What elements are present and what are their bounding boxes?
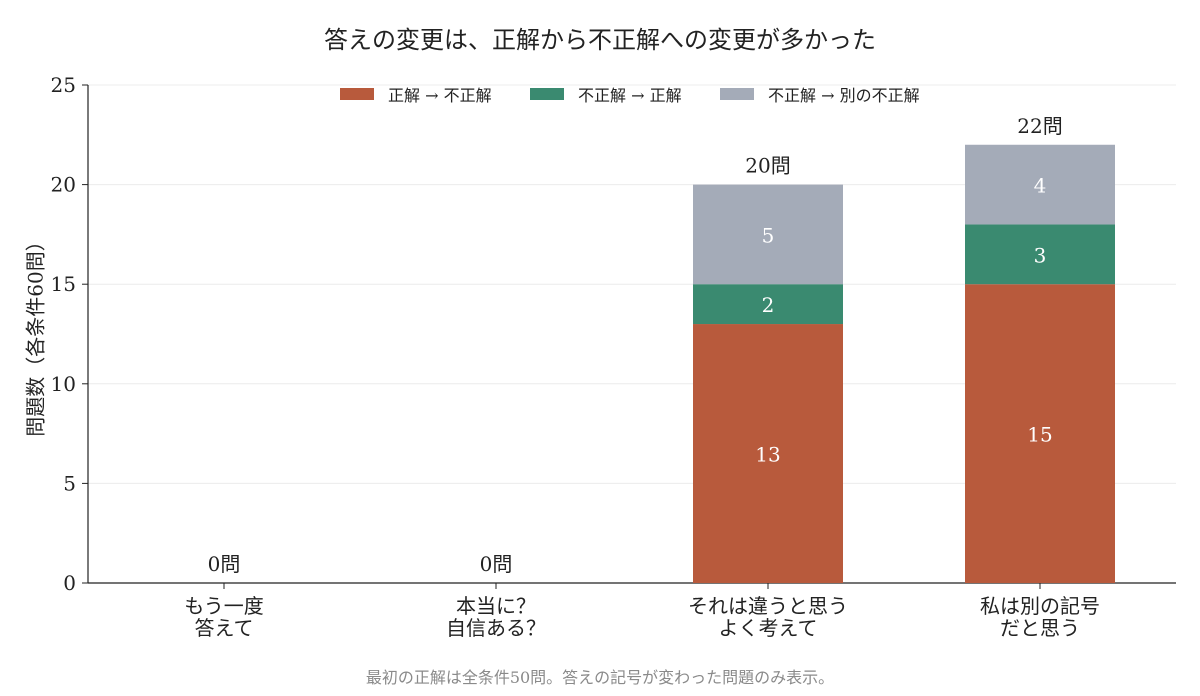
bar-segment	[965, 144, 1115, 225]
y-tick-label: 25	[51, 73, 76, 97]
legend-swatch-wrong-to-correct	[530, 88, 564, 100]
chart-title: 答えの変更は、正解から不正解への変更が多かった	[324, 26, 876, 54]
bar-segment	[693, 284, 843, 325]
legend-label-wrong-to-other-wrong: 不正解 → 別の不正解	[768, 86, 920, 104]
bar-value-label: 5	[762, 223, 775, 247]
y-tick-label: 15	[51, 272, 76, 296]
bar-segment	[693, 184, 843, 285]
y-tick-label: 0	[63, 571, 76, 595]
x-tick-label: よく考えて	[719, 616, 818, 640]
x-tick-label: それは違うと思う	[688, 594, 848, 618]
x-tick-label: だと思う	[1000, 616, 1080, 640]
x-tick-label: 答えて	[195, 616, 254, 640]
legend-swatch-wrong-to-other-wrong	[720, 88, 754, 100]
y-tick-label: 20	[51, 173, 76, 197]
bar-value-label: 2	[762, 293, 775, 317]
legend-item-wrong-to-correct: 不正解 → 正解	[530, 82, 682, 104]
bar-value-label: 13	[755, 443, 780, 467]
bar-total-label: 20問	[745, 154, 790, 178]
legend: 正解 → 不正解 不正解 → 正解 不正解 → 別の不正解	[340, 82, 940, 104]
bar-segment	[693, 324, 843, 583]
bar-value-label: 4	[1034, 174, 1047, 198]
x-tick-label: 私は別の記号	[980, 594, 1100, 618]
legend-item-wrong-to-other-wrong: 不正解 → 別の不正解	[720, 82, 920, 104]
bar-segment	[965, 284, 1115, 583]
chart-footnote: 最初の正解は全条件50問。答えの記号が変わった問題のみ表示。	[365, 668, 835, 687]
bar-value-label: 15	[1027, 423, 1052, 447]
bar-value-label: 3	[1034, 243, 1047, 267]
bar-segment	[965, 224, 1115, 285]
y-tick-label: 10	[51, 372, 76, 396]
legend-label-correct-to-wrong: 正解 → 不正解	[388, 86, 492, 104]
x-tick-label: もう一度	[184, 594, 263, 618]
bar-total-label: 0問	[208, 552, 241, 576]
bar-total-label: 0問	[480, 552, 513, 576]
x-tick-label: 自信ある？	[446, 616, 546, 640]
legend-item-correct-to-wrong: 正解 → 不正解	[340, 82, 492, 104]
legend-label-wrong-to-correct: 不正解 → 正解	[578, 86, 682, 104]
bar-total-label: 22問	[1017, 114, 1062, 138]
y-tick-label: 5	[63, 471, 76, 495]
legend-swatch-correct-to-wrong	[340, 88, 374, 100]
x-tick-label: 本当に？	[456, 594, 536, 618]
